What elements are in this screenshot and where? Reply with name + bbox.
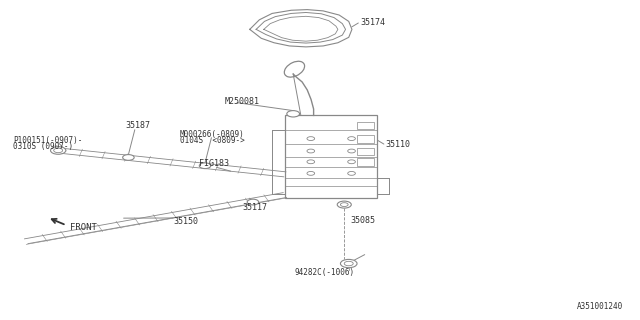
Circle shape xyxy=(348,137,355,140)
Bar xyxy=(357,135,374,143)
Text: 0104S  <0809->: 0104S <0809-> xyxy=(179,136,244,145)
Circle shape xyxy=(51,147,66,154)
Text: M000266(-0809): M000266(-0809) xyxy=(179,130,244,139)
Bar xyxy=(285,116,378,198)
Text: 0310S (0907-): 0310S (0907-) xyxy=(13,142,74,151)
Circle shape xyxy=(337,201,351,208)
Bar xyxy=(357,122,374,130)
Circle shape xyxy=(340,203,348,206)
Text: FRONT: FRONT xyxy=(70,223,97,232)
Circle shape xyxy=(307,160,315,164)
Text: FIG183: FIG183 xyxy=(198,159,228,168)
Circle shape xyxy=(348,149,355,153)
Circle shape xyxy=(344,261,353,266)
Circle shape xyxy=(348,160,355,164)
Text: 35150: 35150 xyxy=(173,217,198,226)
Circle shape xyxy=(307,137,315,140)
Circle shape xyxy=(199,163,211,169)
Circle shape xyxy=(123,155,134,160)
Text: A351001240: A351001240 xyxy=(577,302,623,311)
Circle shape xyxy=(247,199,259,205)
Text: 35187: 35187 xyxy=(125,121,150,130)
Circle shape xyxy=(287,111,300,117)
Circle shape xyxy=(307,149,315,153)
Text: P100151(-0907)-: P100151(-0907)- xyxy=(13,136,83,145)
Text: 35117: 35117 xyxy=(242,203,267,212)
Text: 35085: 35085 xyxy=(351,216,376,225)
Text: 35174: 35174 xyxy=(360,19,385,28)
Bar xyxy=(357,158,374,166)
Text: 35110: 35110 xyxy=(386,140,411,148)
Circle shape xyxy=(54,148,63,153)
Circle shape xyxy=(307,172,315,175)
Circle shape xyxy=(340,260,357,268)
Text: M250081: M250081 xyxy=(224,97,259,106)
Circle shape xyxy=(348,172,355,175)
Text: 94282C(-1006): 94282C(-1006) xyxy=(294,268,355,277)
Bar xyxy=(357,148,374,155)
